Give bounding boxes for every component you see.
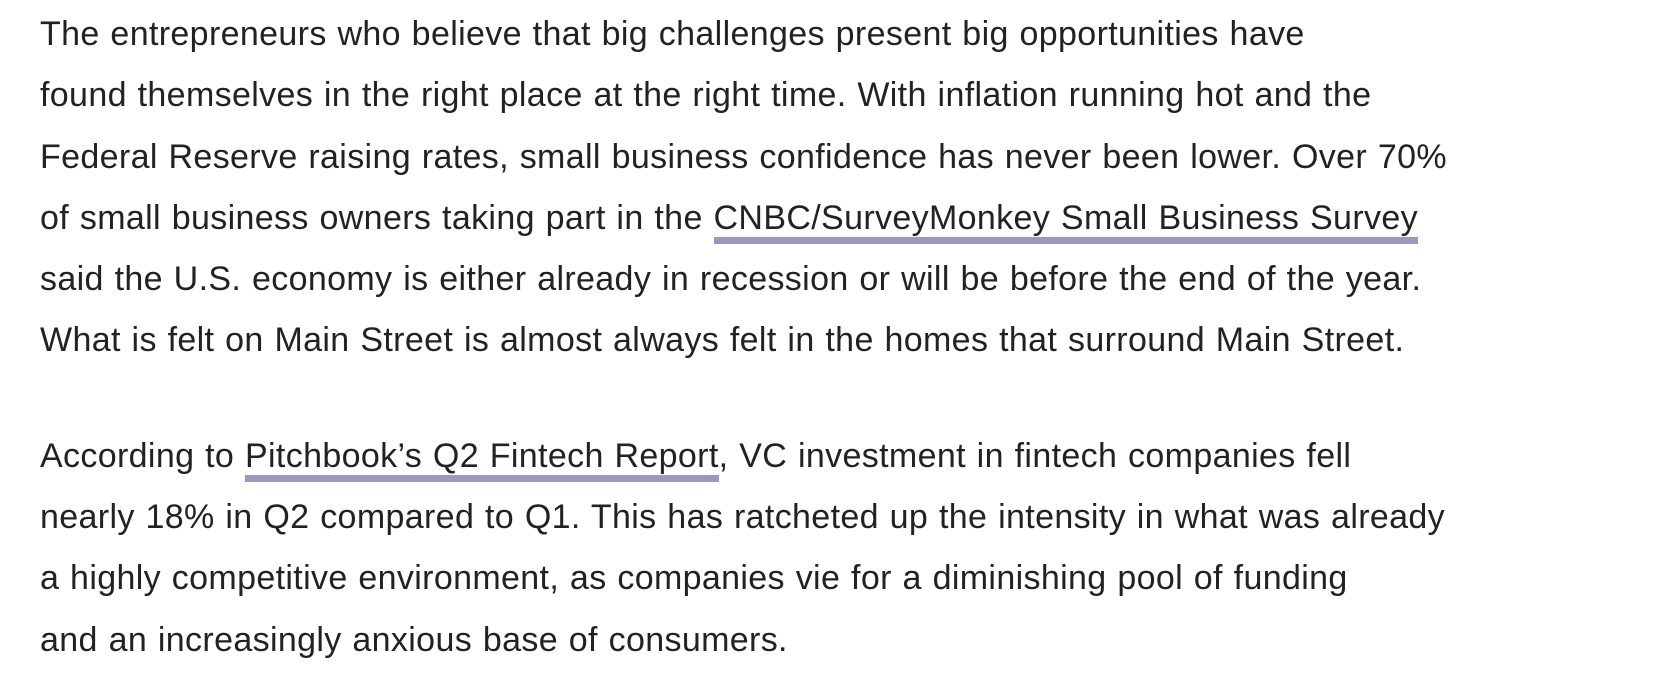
paragraph-text: , VC investment in fintech companies fel… <box>718 436 1352 475</box>
paragraph-line: The entrepreneurs who believe that big c… <box>40 15 1305 53</box>
paragraph-line: nearly 18% in Q2 compared to Q1. This ha… <box>40 498 1446 537</box>
paragraph-line: and an increasingly anxious base of cons… <box>40 620 788 659</box>
cnbc-surveymonkey-survey-link[interactable]: CNBC/SurveyMonkey Small Business Survey <box>713 198 1418 244</box>
paragraph-line-with-link: of small business owners taking part in … <box>40 188 1674 249</box>
paragraph-small-business-confidence: The entrepreneurs who believe that big c… <box>40 0 1674 372</box>
paragraph-line: a highly competitive environment, as com… <box>40 559 1348 598</box>
paragraph-line: found themselves in the right place at t… <box>40 76 1372 115</box>
paragraph-text: of small business owners taking part in … <box>40 198 714 237</box>
paragraph-fintech-investment: According to Pitchbook’s Q2 Fintech Repo… <box>40 426 1674 671</box>
paragraph-line: What is felt on Main Street is almost al… <box>40 321 1405 360</box>
pitchbook-fintech-report-link[interactable]: Pitchbook’s Q2 Fintech Report <box>245 436 719 482</box>
article-body: The entrepreneurs who believe that big c… <box>40 0 1674 671</box>
paragraph-line-with-link: According to Pitchbook’s Q2 Fintech Repo… <box>40 426 1674 487</box>
paragraph-line: said the U.S. economy is either already … <box>40 260 1422 299</box>
paragraph-text: According to <box>40 436 245 475</box>
paragraph-line: Federal Reserve raising rates, small bus… <box>40 137 1447 176</box>
